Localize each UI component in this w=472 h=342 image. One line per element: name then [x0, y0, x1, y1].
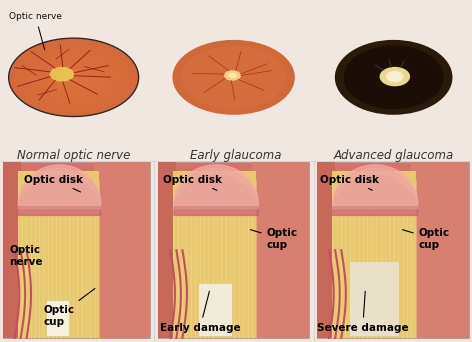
Ellipse shape — [344, 45, 444, 109]
FancyBboxPatch shape — [3, 162, 21, 338]
Bar — [18, 171, 99, 338]
Text: Optic
cup: Optic cup — [251, 228, 298, 250]
Bar — [317, 162, 469, 338]
Bar — [350, 262, 399, 336]
Text: Advanced glaucoma: Advanced glaucoma — [334, 149, 454, 162]
Ellipse shape — [379, 67, 410, 86]
Bar — [199, 284, 232, 336]
Ellipse shape — [172, 40, 295, 115]
Bar — [47, 301, 69, 336]
Bar — [158, 162, 309, 338]
Text: Optic disk: Optic disk — [24, 174, 83, 192]
FancyBboxPatch shape — [411, 162, 469, 338]
Bar — [173, 171, 256, 338]
Ellipse shape — [25, 48, 122, 107]
Ellipse shape — [8, 38, 139, 117]
Ellipse shape — [17, 43, 130, 111]
FancyBboxPatch shape — [317, 162, 335, 338]
Ellipse shape — [58, 67, 90, 87]
Text: Severe damage: Severe damage — [317, 291, 409, 333]
Text: Optic
cup: Optic cup — [43, 288, 95, 327]
FancyBboxPatch shape — [158, 162, 177, 338]
Ellipse shape — [41, 58, 106, 97]
FancyBboxPatch shape — [94, 162, 151, 338]
Ellipse shape — [386, 71, 404, 82]
Text: Normal optic nerve: Normal optic nerve — [17, 149, 130, 162]
Ellipse shape — [228, 73, 236, 78]
Ellipse shape — [8, 38, 139, 117]
Ellipse shape — [335, 40, 453, 115]
Bar — [3, 162, 151, 338]
Text: Early damage: Early damage — [160, 291, 240, 333]
Ellipse shape — [224, 70, 241, 81]
Text: Optic nerve: Optic nerve — [9, 12, 62, 50]
Ellipse shape — [50, 67, 74, 82]
Bar — [332, 171, 416, 338]
Text: Early glaucoma: Early glaucoma — [190, 149, 282, 162]
Text: Optic
cup: Optic cup — [403, 228, 450, 250]
Ellipse shape — [182, 45, 286, 109]
Ellipse shape — [33, 53, 114, 102]
Ellipse shape — [66, 73, 82, 82]
Text: Optic
nerve: Optic nerve — [9, 245, 42, 267]
Text: Optic disk: Optic disk — [163, 174, 222, 190]
Text: Optic disk: Optic disk — [320, 174, 379, 190]
FancyBboxPatch shape — [252, 162, 309, 338]
Ellipse shape — [49, 63, 98, 92]
